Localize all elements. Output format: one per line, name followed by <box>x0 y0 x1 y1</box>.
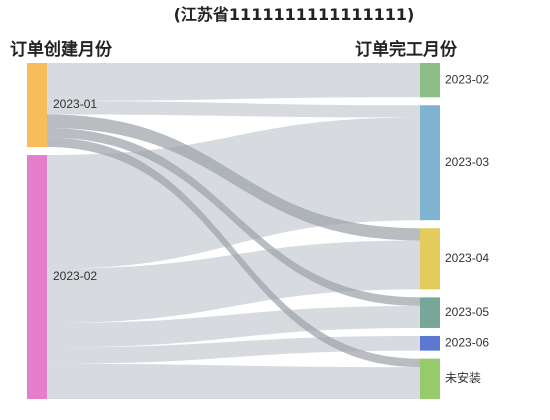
link-2023-01-to-2023-02[interactable] <box>47 63 420 101</box>
target-node-2023-02[interactable] <box>420 63 440 98</box>
target-label: 2023-02 <box>445 72 489 86</box>
left-column-header: 订单创建月份 <box>10 39 113 60</box>
target-label: 2023-03 <box>445 155 489 169</box>
source-node-2023-02[interactable] <box>27 155 47 399</box>
target-label: 未安装 <box>445 370 481 385</box>
link-2023-01-to-未安装[interactable] <box>47 137 420 368</box>
target-node-2023-03[interactable] <box>420 105 440 221</box>
link-2023-01-to-2023-04[interactable] <box>47 114 420 241</box>
nodes-layer <box>27 63 440 399</box>
target-label: 2023-06 <box>445 335 489 349</box>
link-2023-02-to-未安装[interactable] <box>47 363 420 399</box>
link-2023-01-to-2023-03[interactable] <box>47 100 420 118</box>
source-node-2023-01[interactable] <box>27 63 47 148</box>
link-2023-02-to-2023-05[interactable] <box>47 305 420 348</box>
target-label: 2023-05 <box>445 305 489 319</box>
source-label: 2023-02 <box>53 269 97 283</box>
link-2023-02-to-2023-04[interactable] <box>47 240 420 324</box>
chart-title: (江苏省1111111111111111) <box>174 5 415 24</box>
source-label: 2023-01 <box>53 97 97 111</box>
target-node-未安装[interactable] <box>420 358 440 399</box>
right-column-header: 订单完工月份 <box>355 39 458 60</box>
target-label: 2023-04 <box>445 251 489 265</box>
labels-layer: 2023-01 2023-02 2023-02 2023-03 2023-04 2023-… <box>53 72 489 385</box>
target-node-2023-06[interactable] <box>420 335 440 351</box>
links-layer <box>47 63 420 399</box>
target-node-2023-04[interactable] <box>420 228 440 290</box>
target-node-2023-05[interactable] <box>420 297 440 328</box>
link-2023-01-to-2023-05[interactable] <box>47 128 420 306</box>
